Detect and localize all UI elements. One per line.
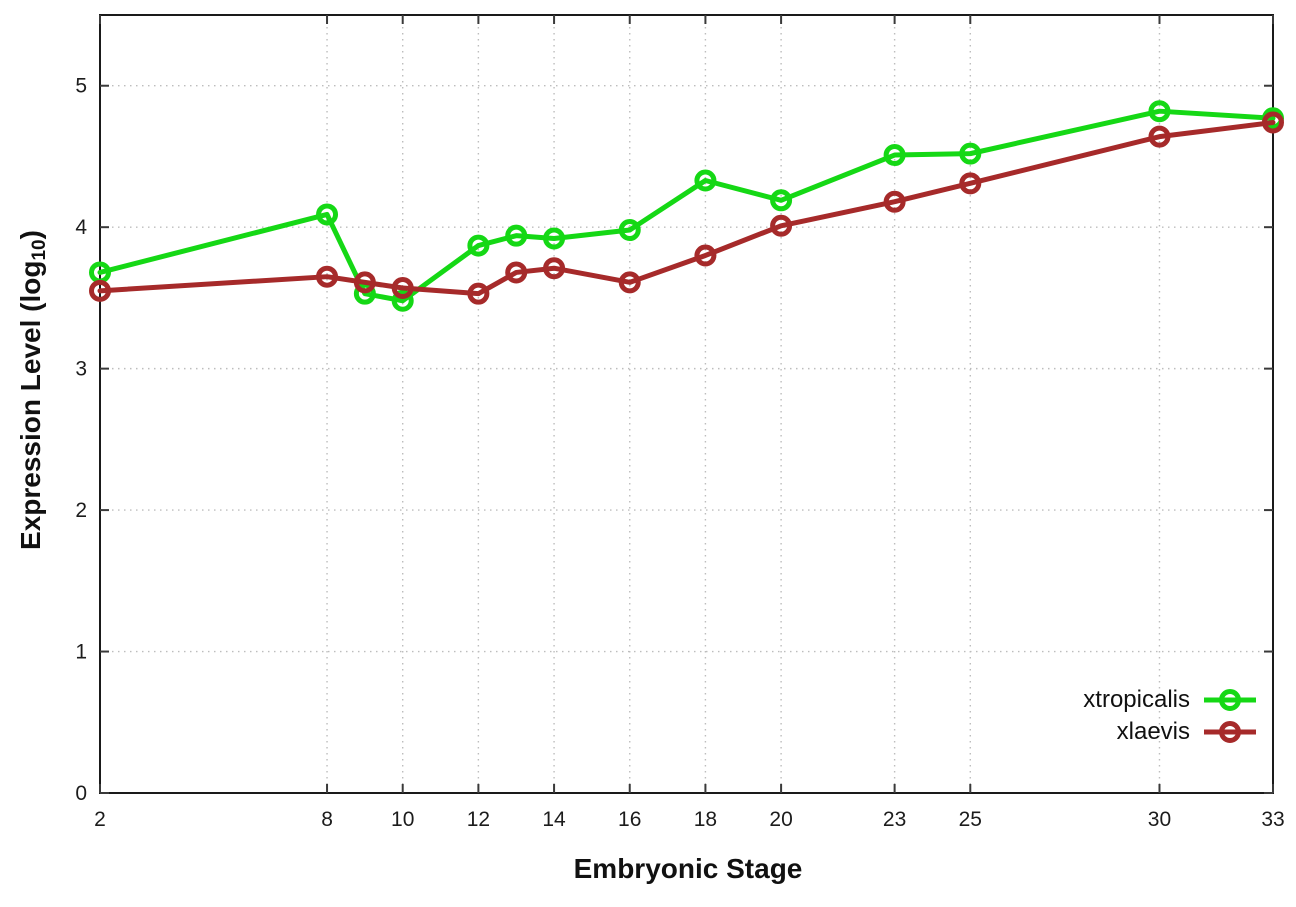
x-tick-label: 18	[694, 808, 717, 831]
data-point-xtropicalis	[1148, 100, 1171, 123]
x-tick-label: 14	[542, 808, 566, 831]
x-tick-label: 2	[94, 808, 106, 831]
data-point-xlaevis	[694, 244, 717, 267]
data-point-xtropicalis	[694, 169, 717, 192]
data-point-xlaevis	[505, 261, 528, 284]
legend-marker-xtropicalis	[1204, 689, 1256, 711]
data-point-xlaevis	[89, 279, 111, 302]
x-axis-title: Embryonic Stage	[573, 853, 803, 884]
data-point-xlaevis	[1148, 125, 1171, 148]
data-point-xtropicalis	[959, 142, 982, 165]
data-point-xlaevis	[1262, 111, 1284, 134]
data-point-xlaevis	[391, 277, 414, 300]
x-tick-label: 12	[467, 808, 490, 831]
y-tick-label: 3	[75, 358, 87, 381]
plot-border	[99, 14, 1274, 794]
y-tick-label: 2	[75, 499, 87, 522]
data-point-xtropicalis	[353, 282, 376, 305]
x-tick-label: 10	[391, 808, 414, 831]
data-point-xlaevis	[883, 190, 906, 213]
data-point-xtropicalis	[391, 289, 414, 312]
y-tick-label: 5	[75, 75, 87, 98]
data-point-xlaevis	[770, 214, 793, 237]
data-point-xlaevis	[316, 265, 339, 288]
x-tick-label: 23	[883, 808, 906, 831]
y-axis-title-main: Expression Level (log	[14, 260, 46, 550]
y-tick-label: 0	[75, 782, 87, 805]
data-point-xtropicalis	[467, 234, 490, 257]
y-tick-label: 4	[75, 216, 87, 239]
y-axis-title-sub: 10	[29, 239, 51, 261]
x-tick-label: 20	[769, 808, 792, 831]
data-point-xtropicalis	[316, 203, 339, 226]
legend-item-xtropicalis: xtropicalis	[1040, 686, 1258, 714]
series-line-xtropicalis	[97, 108, 1276, 304]
legend-marker-xlaevis	[1204, 721, 1256, 743]
y-tick-label: 1	[75, 641, 87, 664]
data-point-xlaevis	[543, 257, 566, 280]
x-tick-label: 8	[321, 808, 333, 831]
data-point-xlaevis	[959, 172, 982, 195]
legend-label: xlaevis	[1116, 718, 1190, 745]
x-tick-label: 16	[618, 808, 641, 831]
data-point-xtropicalis	[883, 144, 906, 167]
data-point-xtropicalis	[505, 224, 528, 247]
x-tick-label: 33	[1261, 808, 1284, 831]
data-point-xlaevis	[467, 282, 490, 305]
data-point-xtropicalis	[618, 219, 641, 242]
data-point-xlaevis	[353, 271, 376, 294]
y-axis-title: Expression Level (log10)	[15, 230, 51, 550]
x-tick-label: 30	[1148, 808, 1171, 831]
y-axis-title-end: )	[14, 230, 46, 240]
legend-label: xtropicalis	[1083, 686, 1190, 713]
data-point-xtropicalis	[543, 227, 566, 250]
x-tick-label: 25	[959, 808, 982, 831]
legend-item-xlaevis: xlaevis	[1040, 718, 1258, 746]
data-point-xlaevis	[618, 271, 641, 294]
series-line-xlaevis	[97, 120, 1276, 297]
data-point-xtropicalis	[770, 189, 793, 212]
